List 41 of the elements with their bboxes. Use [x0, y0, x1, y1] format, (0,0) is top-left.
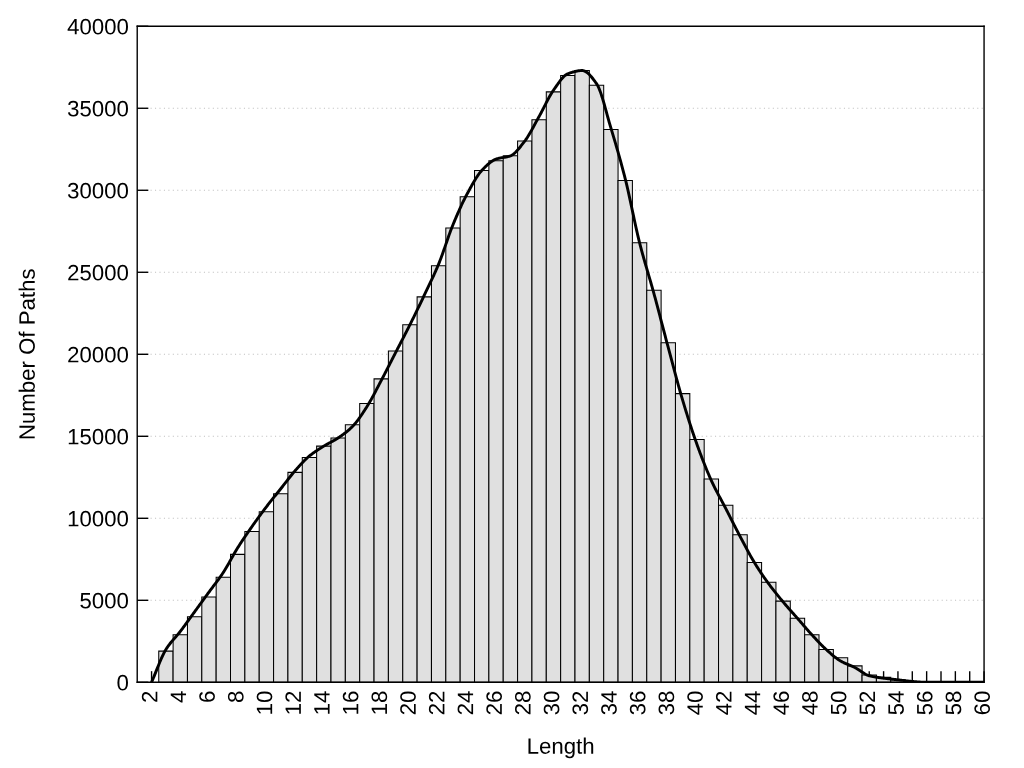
x-tick-label: 38 — [658, 691, 675, 715]
x-tick-label: 12 — [285, 691, 301, 714]
x-tick-label: 52 — [859, 691, 876, 715]
y-tick-label: 0 — [117, 674, 129, 691]
x-tick-label: 8 — [227, 691, 244, 703]
x-tick-label: 16 — [342, 691, 359, 714]
x-tick-label: 60 — [974, 691, 991, 715]
x-tick-label: 32 — [572, 691, 589, 715]
y-tick-label: 10000 — [68, 510, 129, 527]
x-tick-label: 2 — [141, 691, 158, 702]
x-tick-label: 30 — [543, 691, 560, 715]
x-tick-label: 24 — [457, 691, 474, 715]
y-tick-label: 30000 — [67, 182, 129, 199]
y-tick-label: 15000 — [68, 428, 129, 445]
y-tick-label: 25000 — [68, 264, 129, 281]
y-tick-label: 35000 — [67, 100, 129, 117]
y-tick-label: 40000 — [67, 18, 129, 35]
x-tick-label: 42 — [715, 691, 732, 715]
x-tick-label: 28 — [514, 691, 531, 715]
x-tick-label: 44 — [744, 691, 761, 715]
x-tick-label: 20 — [400, 691, 416, 715]
x-tick-label: 50 — [830, 691, 847, 715]
x-tick-label: 10 — [256, 691, 273, 714]
x-axis-title: Length — [528, 737, 594, 759]
x-tick-label: 14 — [314, 691, 330, 714]
x-tick-label: 22 — [428, 691, 445, 715]
x-tick-label: 18 — [371, 691, 388, 714]
x-tick-label: 54 — [888, 691, 904, 715]
x-tick-label: 36 — [629, 691, 646, 715]
x-tick-label: 56 — [916, 691, 933, 715]
y-tick-label: 20000 — [68, 346, 129, 363]
x-tick-label: 26 — [486, 691, 503, 715]
y-axis-title: Number Of Paths — [18, 269, 35, 439]
y-tick-label: 5000 — [80, 592, 129, 609]
x-tick-label: 40 — [687, 691, 703, 715]
x-tick-label: 6 — [199, 691, 215, 702]
x-tick-label: 4 — [170, 691, 187, 703]
x-tick-label: 34 — [601, 691, 617, 715]
x-tick-label: 48 — [802, 691, 818, 715]
x-tick-label: 46 — [773, 691, 790, 715]
x-tick-label: 58 — [945, 691, 962, 715]
